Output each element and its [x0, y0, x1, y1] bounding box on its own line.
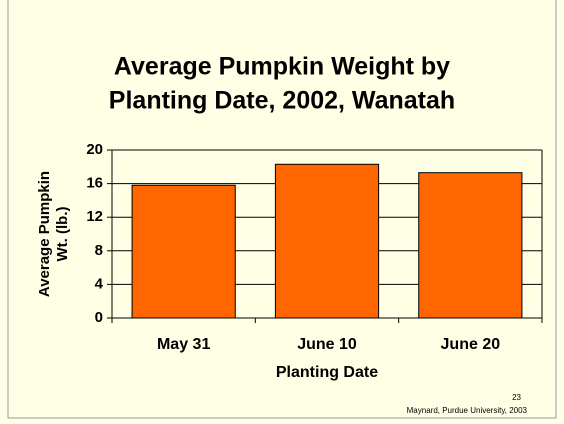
bar [131, 184, 236, 319]
page-number: 23 [512, 393, 521, 402]
x-axis-label: Planting Date [276, 364, 378, 381]
x-tick-label: May 31 [157, 336, 210, 353]
y-tick-label: 8 [95, 242, 103, 259]
x-tick-label: June 20 [441, 336, 501, 353]
bar [274, 163, 380, 319]
slide-frame [7, 0, 557, 419]
footer-credit: Maynard, Purdue University, 2003 [407, 406, 528, 415]
y-tick-label: 16 [86, 175, 103, 192]
y-axis-label-line: Wt. (lb.) [54, 207, 71, 262]
y-axis-label: Average Pumpkin Wt. (lb.) [36, 171, 71, 297]
y-tick-label: 20 [86, 141, 103, 158]
y-axis-label-line: Average Pumpkin [36, 171, 53, 297]
x-tick-label: June 10 [297, 336, 357, 353]
y-tick-label: 0 [95, 309, 103, 326]
y-tick-label: 4 [95, 275, 104, 292]
chart-title: Average Pumpkin Weight by [114, 53, 450, 81]
chart-title: Planting Date, 2002, Wanatah [109, 87, 455, 115]
bar [418, 172, 523, 319]
y-tick-label: 12 [86, 208, 103, 225]
